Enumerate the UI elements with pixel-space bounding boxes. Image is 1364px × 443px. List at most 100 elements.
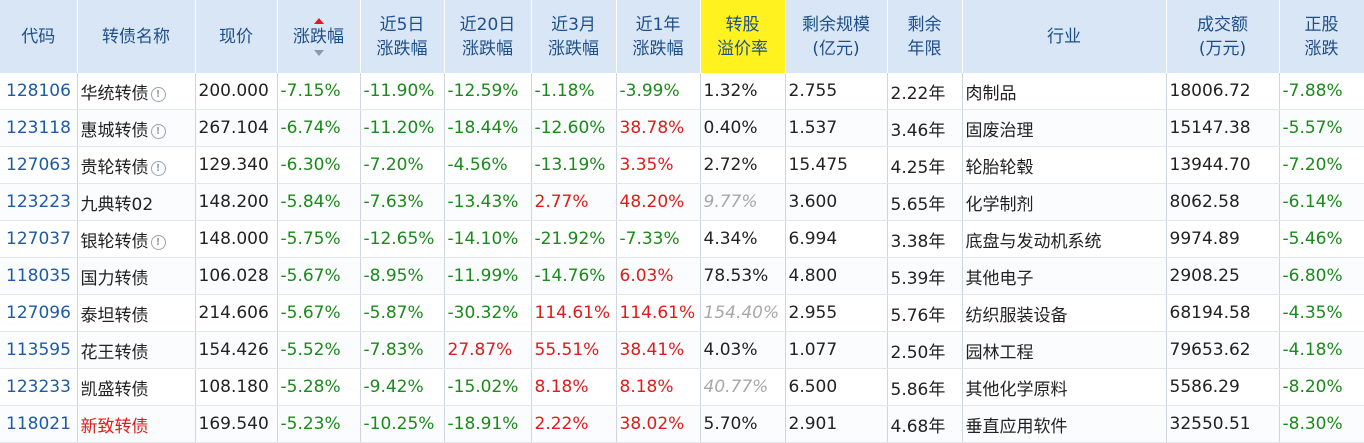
bond-code-cell[interactable]: 128106: [0, 73, 78, 110]
bond-name-cell[interactable]: 九典转02: [77, 183, 196, 221]
industry-cell-text: 轮胎轮毂: [965, 157, 1034, 178]
bond-code-cell[interactable]: 127063: [0, 146, 78, 184]
header-industry[interactable]: 行业: [962, 0, 1167, 73]
bond-name-cell[interactable]: 惠城转债!: [77, 109, 196, 147]
header-remaining-years[interactable]: 剩余 年限: [887, 0, 963, 73]
remaining-years-cell-text: 5.76年: [890, 305, 946, 326]
header-change-20d[interactable]: 近20日 涨跌幅: [444, 0, 532, 73]
table-row[interactable]: 118035 国力转债 106.028 -5.67% -8.95% -11.99% -14.…: [0, 257, 1364, 295]
volume-cell: 13944.70: [1166, 146, 1280, 184]
remaining-years-cell: 2.50年: [887, 331, 963, 369]
info-icon[interactable]: !: [150, 160, 166, 176]
remaining-years-cell-text: 3.46年: [890, 120, 946, 141]
info-icon[interactable]: !: [150, 234, 166, 250]
header-change[interactable]: 涨跌幅: [277, 0, 361, 73]
table-row[interactable]: 128106 华统转债! 200.000 -7.15% -11.90% -12.59% -1…: [0, 73, 1364, 110]
premium-cell: 9.77%: [700, 183, 786, 221]
header-remaining-size[interactable]: 剩余规模 (亿元): [785, 0, 888, 73]
info-icon[interactable]: !: [150, 123, 166, 139]
bond-name-cell[interactable]: 国力转债: [77, 257, 196, 295]
remaining-years-cell-text: 5.65年: [890, 194, 946, 215]
header-volume[interactable]: 成交额 (万元): [1166, 0, 1280, 73]
table-row[interactable]: 123118 惠城转债! 267.104 -6.74% -11.20% -18.44% -1…: [0, 109, 1364, 147]
bond-name-cell[interactable]: 华统转债!: [77, 73, 196, 110]
bond-code-cell[interactable]: 127096: [0, 294, 78, 332]
bond-code-cell[interactable]: 113595: [0, 331, 78, 369]
change-cell: -5.67%: [277, 294, 361, 332]
table-row[interactable]: 113595 花王转债 154.426 -5.52% -7.83% 27.87% 55.51…: [0, 331, 1364, 369]
bond-name-cell[interactable]: 贵轮转债!: [77, 146, 196, 184]
bond-name-cell[interactable]: 泰坦转债: [77, 294, 196, 332]
stock-change-cell: -8.30%: [1279, 405, 1364, 443]
header-change-5d[interactable]: 近5日 涨跌幅: [360, 0, 445, 73]
header-price[interactable]: 现价: [195, 0, 278, 73]
change-3m-cell-text: 114.61%: [534, 303, 611, 323]
sort-up-icon: [313, 17, 324, 24]
header-change-3m[interactable]: 近3月 涨跌幅: [531, 0, 617, 73]
premium-cell: 0.40%: [700, 109, 786, 147]
stock-change-cell: -4.35%: [1279, 294, 1364, 332]
remaining-size-cell: 4.800: [785, 257, 888, 295]
bond-code-cell[interactable]: 127037: [0, 220, 78, 258]
header-change-3m-line2: 涨跌幅: [548, 38, 599, 59]
industry-cell: 园林工程: [962, 331, 1167, 369]
change-5d-cell: -7.63%: [360, 183, 445, 221]
header-change-20d-line2: 涨跌幅: [462, 38, 513, 59]
change-5d-cell: -11.90%: [360, 73, 445, 110]
bond-code-cell[interactable]: 118021: [0, 405, 78, 443]
header-remaining-size-line1: 剩余规模: [802, 14, 870, 35]
industry-cell-text: 垂直应用软件: [965, 416, 1068, 437]
change-cell-text: -6.30%: [280, 155, 341, 175]
change-5d-cell-text: -12.65%: [363, 229, 435, 249]
remaining-size-cell-text: 1.077: [788, 340, 838, 360]
table-row[interactable]: 127063 贵轮转债! 129.340 -6.30% -7.20% -4.56% -13.…: [0, 146, 1364, 184]
volume-cell: 68194.58: [1166, 294, 1280, 332]
bond-name-cell[interactable]: 花王转债: [77, 331, 196, 369]
price-cell-text: 169.540: [198, 414, 269, 434]
table-row[interactable]: 118021 新致转债 169.540 -5.23% -10.25% -18.91% 2.2…: [0, 405, 1364, 443]
header-premium[interactable]: 转股 溢价率: [700, 0, 786, 73]
industry-cell: 肉制品: [962, 73, 1167, 110]
price-cell: 129.340: [195, 146, 278, 184]
change-3m-cell: -13.19%: [531, 146, 617, 184]
remaining-years-cell-text: 2.50年: [890, 342, 946, 363]
change-3m-cell: -12.60%: [531, 109, 617, 147]
header-stock-change[interactable]: 正股 涨跌: [1279, 0, 1364, 73]
header-remaining-years-line1: 剩余: [907, 14, 942, 35]
header-name[interactable]: 转债名称: [77, 0, 196, 73]
table-row[interactable]: 127037 银轮转债! 148.000 -5.75% -12.65% -14.10% -2…: [0, 220, 1364, 258]
table-row[interactable]: 123223 九典转02 148.200 -5.84% -7.63% -13.43% 2.7…: [0, 183, 1364, 221]
price-cell: 108.180: [195, 368, 278, 406]
change-1y-cell: 38.78%: [616, 109, 701, 147]
change-cell: -5.28%: [277, 368, 361, 406]
bond-code-cell[interactable]: 123118: [0, 109, 78, 147]
bond-name-cell[interactable]: 凯盛转债: [77, 368, 196, 406]
change-3m-cell-text: -13.19%: [534, 155, 606, 175]
bond-code-cell[interactable]: 123233: [0, 368, 78, 406]
industry-cell-text: 肉制品: [965, 83, 1017, 104]
change-3m-cell: 2.22%: [531, 405, 617, 443]
volume-cell-text: 32550.51: [1169, 414, 1251, 434]
change-20d-cell-text: -13.43%: [447, 192, 519, 212]
change-1y-cell-text: -7.33%: [619, 229, 680, 249]
stock-change-cell-text: -5.57%: [1282, 118, 1343, 138]
remaining-size-cell: 2.755: [785, 73, 888, 110]
bond-code-cell[interactable]: 118035: [0, 257, 78, 295]
change-5d-cell-text: -11.20%: [363, 118, 435, 138]
table-row[interactable]: 123233 凯盛转债 108.180 -5.28% -9.42% -15.02% 8.18…: [0, 368, 1364, 406]
change-20d-cell: -13.43%: [444, 183, 532, 221]
header-code[interactable]: 代码: [0, 0, 78, 73]
bond-name-cell[interactable]: 新致转债: [77, 405, 196, 443]
bond-code-cell[interactable]: 123223: [0, 183, 78, 221]
change-20d-cell: -14.10%: [444, 220, 532, 258]
change-1y-cell: -7.33%: [616, 220, 701, 258]
change-5d-cell: -8.95%: [360, 257, 445, 295]
table-row[interactable]: 127096 泰坦转债 214.606 -5.67% -5.87% -30.32% 114.…: [0, 294, 1364, 332]
bond-name-cell[interactable]: 银轮转债!: [77, 220, 196, 258]
price-cell-text: 148.200: [198, 192, 269, 212]
header-change-1y[interactable]: 近1年 涨跌幅: [616, 0, 701, 73]
header-price-label: 现价: [219, 26, 253, 47]
info-icon[interactable]: !: [150, 86, 166, 102]
bond-name-cell-text: 泰坦转债: [80, 305, 149, 326]
premium-cell: 154.40%: [700, 294, 786, 332]
